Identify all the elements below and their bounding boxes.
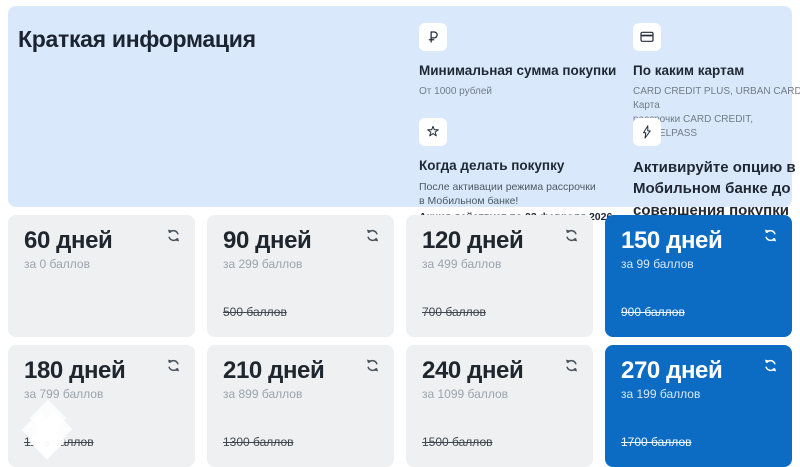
option-duration: 120 дней bbox=[422, 227, 524, 254]
info-title-when: Когда делать покупку bbox=[419, 158, 565, 173]
option-price: за 299 баллов bbox=[223, 256, 303, 271]
option-old-price: 1700 баллов bbox=[621, 435, 692, 449]
option-old-price: 1100 баллов bbox=[24, 435, 94, 449]
info-title-cards: По каким картам bbox=[633, 63, 745, 78]
refresh-icon bbox=[166, 228, 182, 244]
lightning-icon bbox=[633, 118, 661, 146]
option-duration: 240 дней bbox=[422, 357, 524, 384]
option-price: за 899 баллов bbox=[223, 386, 303, 401]
installment-option-card-240[interactable]: 240 дней за 1099 баллов 1500 баллов bbox=[406, 345, 593, 467]
refresh-icon bbox=[166, 358, 182, 374]
installment-option-card-120[interactable]: 120 дней за 499 баллов 700 баллов bbox=[406, 215, 593, 337]
installment-option-card-270[interactable]: 270 дней за 199 баллов 1700 баллов bbox=[605, 345, 792, 467]
refresh-icon bbox=[365, 228, 381, 244]
option-duration: 60 дней bbox=[24, 227, 113, 254]
installment-option-card-90[interactable]: 90 дней за 299 баллов 500 баллов bbox=[207, 215, 394, 337]
info-title-activate: Активируйте опцию в Мобильном банке до с… bbox=[633, 159, 796, 219]
info-title-min-purchase: Минимальная сумма покупки bbox=[419, 63, 617, 78]
option-price: за 1099 баллов bbox=[422, 386, 508, 401]
refresh-icon bbox=[763, 228, 779, 244]
option-old-price: 900 баллов bbox=[621, 305, 685, 319]
option-price: за 799 баллов bbox=[24, 386, 104, 401]
option-duration: 180 дней bbox=[24, 357, 126, 384]
summary-panel: Краткая информация Минимальная сумма пок… bbox=[8, 6, 800, 238]
credit-card-icon bbox=[633, 23, 661, 51]
refresh-icon bbox=[564, 228, 580, 244]
star-icon bbox=[419, 118, 447, 146]
installment-option-card-150[interactable]: 150 дней за 99 баллов 900 баллов bbox=[605, 215, 792, 337]
option-duration: 270 дней bbox=[621, 357, 723, 384]
info-text-min-purchase: От 1000 рублей bbox=[419, 85, 492, 97]
option-old-price bbox=[24, 305, 179, 319]
option-price: за 99 баллов bbox=[621, 256, 694, 271]
refresh-icon bbox=[564, 358, 580, 374]
option-duration: 150 дней bbox=[621, 227, 723, 254]
installment-options-grid: 60 дней за 0 баллов 90 дней за 299 балло… bbox=[8, 215, 792, 467]
option-old-price: 500 баллов bbox=[223, 305, 287, 319]
option-price: за 499 баллов bbox=[422, 256, 502, 271]
info-block-activate: Активируйте опцию в Мобильном банке до с… bbox=[633, 118, 800, 221]
option-price: за 199 баллов bbox=[621, 386, 701, 401]
ruble-icon bbox=[419, 23, 447, 51]
refresh-icon bbox=[763, 358, 779, 374]
page-title: Краткая информация bbox=[18, 26, 256, 52]
installment-option-card-210[interactable]: 210 дней за 899 баллов 1300 баллов bbox=[207, 345, 394, 467]
info-text-when: После активации режима рассрочки в Мобил… bbox=[419, 180, 596, 208]
option-duration: 90 дней bbox=[223, 227, 312, 254]
installment-option-card-180[interactable]: 180 дней за 799 баллов 1100 баллов bbox=[8, 345, 195, 467]
option-old-price: 700 баллов bbox=[422, 305, 486, 319]
info-block-min-purchase: Минимальная сумма покупки От 1000 рублей bbox=[419, 23, 629, 99]
option-old-price: 1300 баллов bbox=[223, 435, 294, 449]
option-duration: 210 дней bbox=[223, 357, 325, 384]
installment-option-card-60[interactable]: 60 дней за 0 баллов bbox=[8, 215, 195, 337]
option-old-price: 1500 баллов bbox=[422, 435, 493, 449]
refresh-icon bbox=[365, 358, 381, 374]
option-price: за 0 баллов bbox=[24, 256, 90, 271]
